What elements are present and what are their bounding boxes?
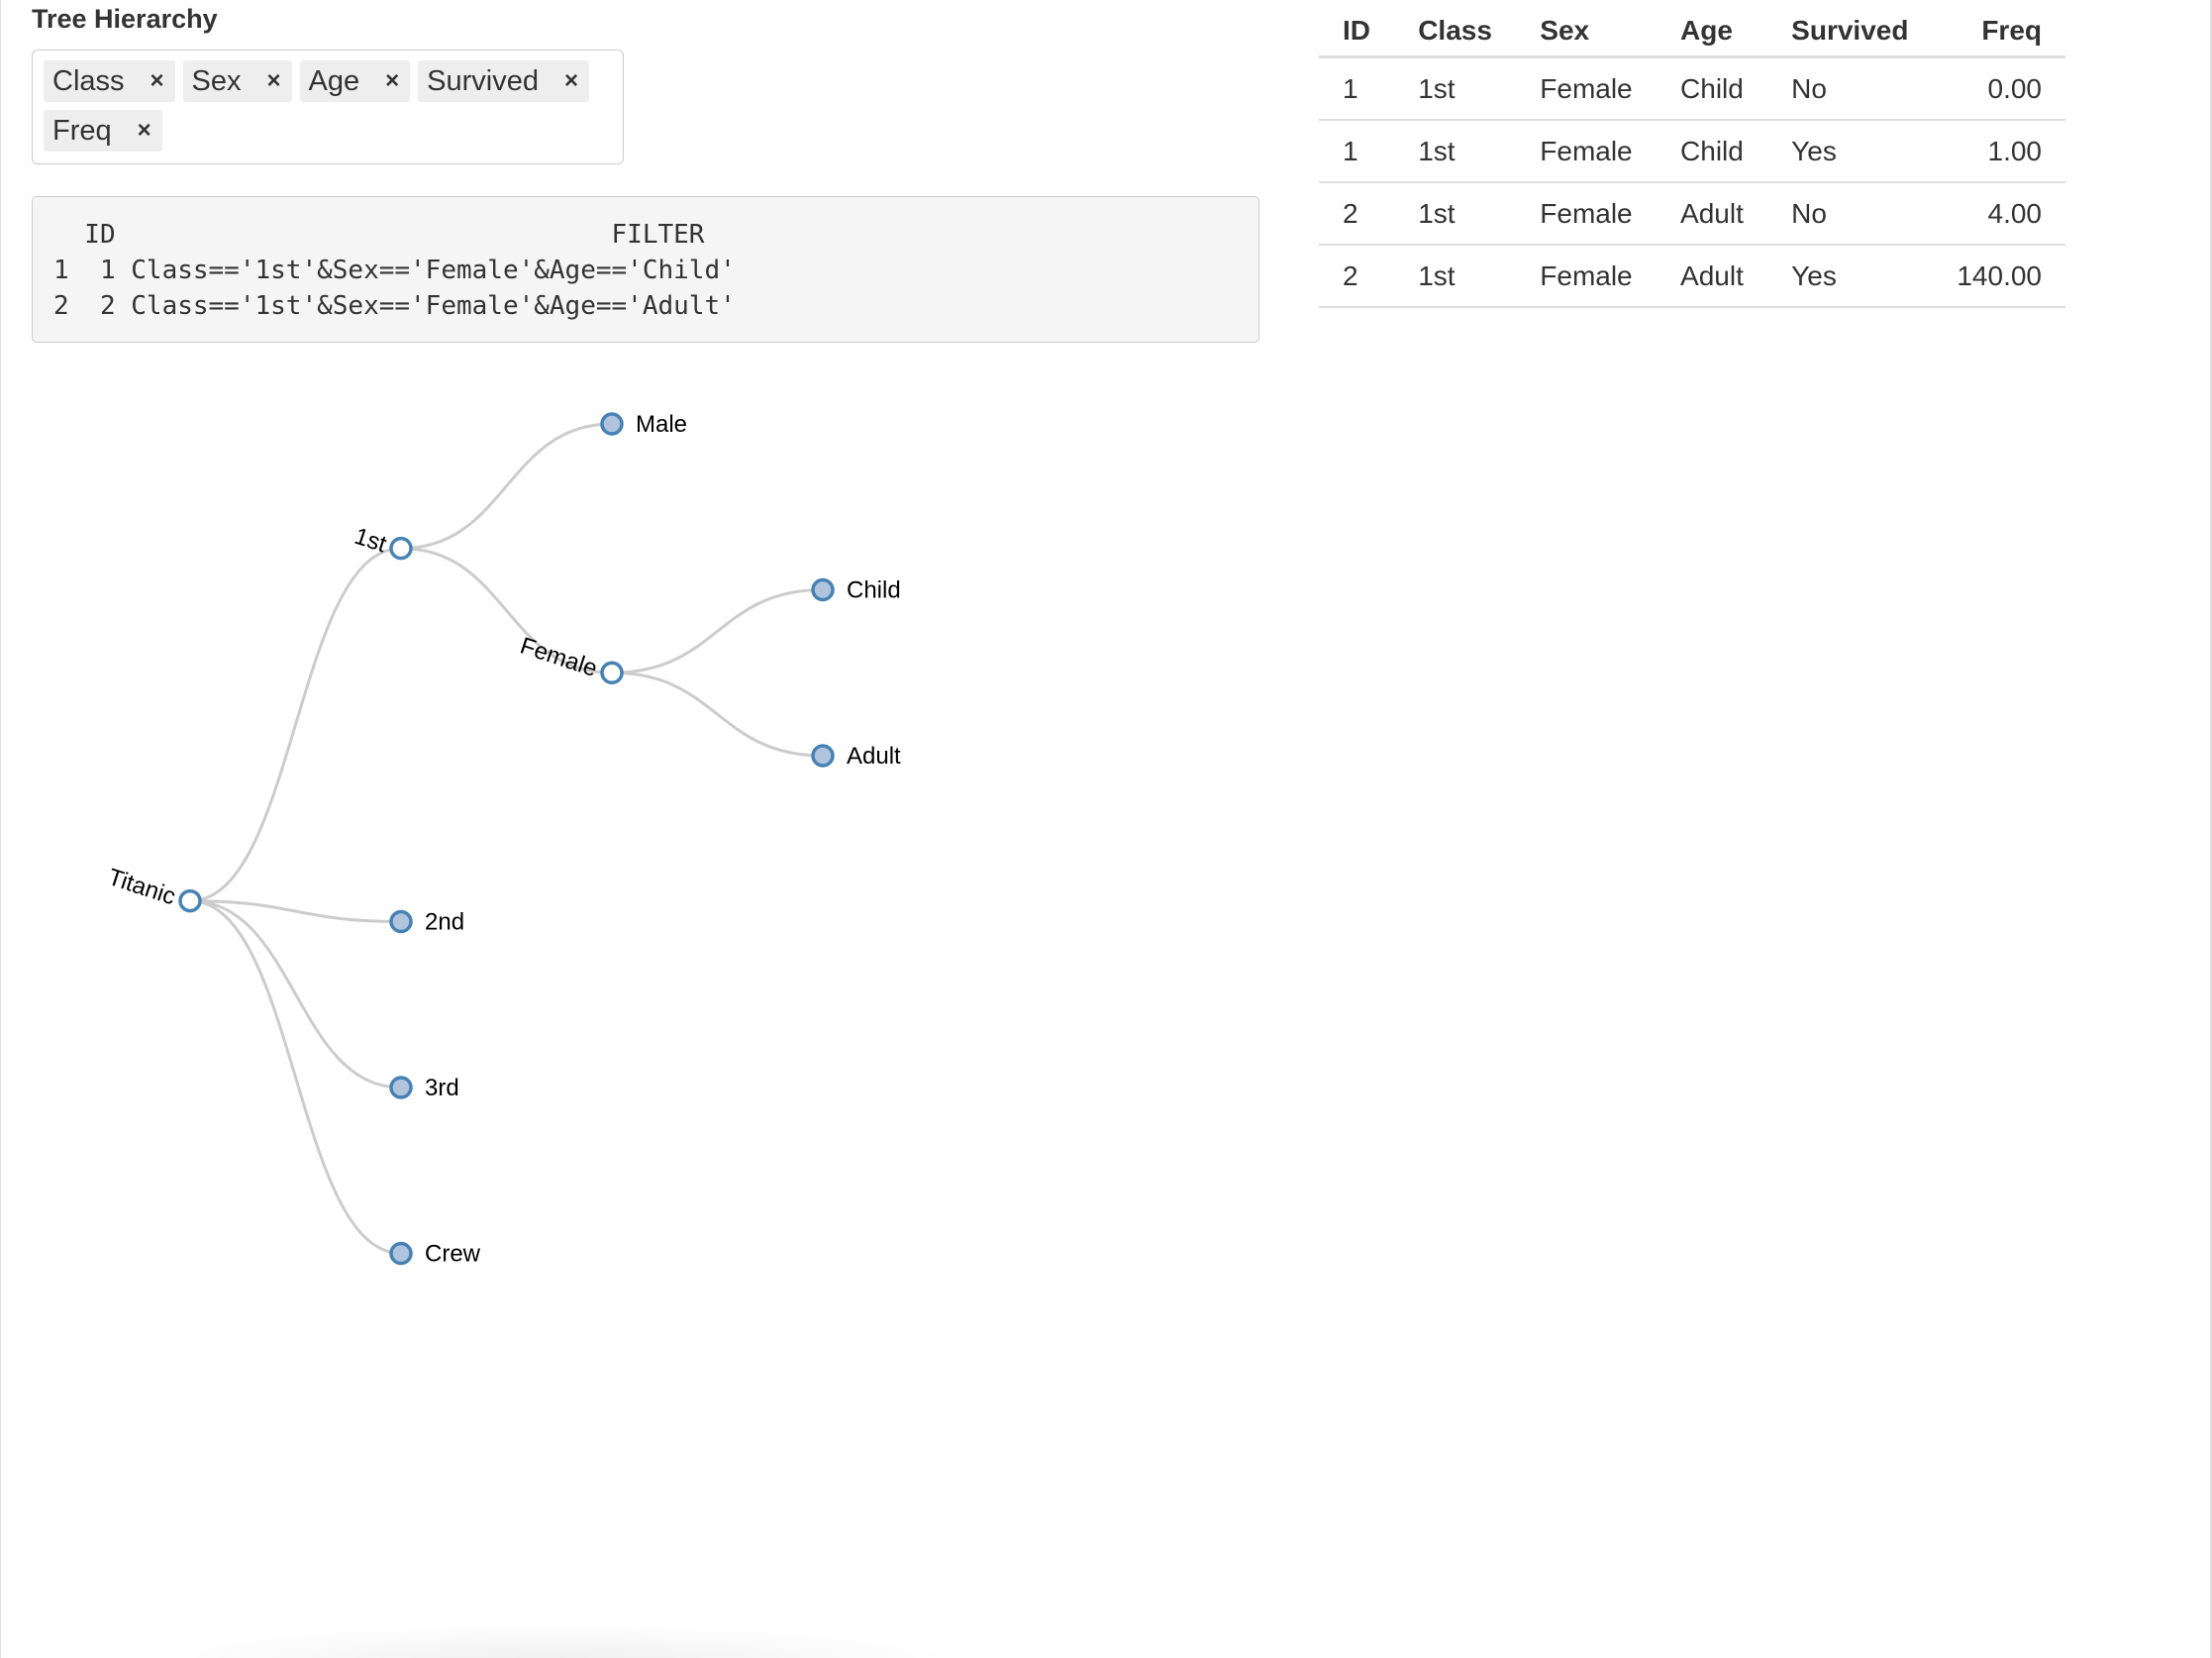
expanded-node-icon[interactable] <box>600 661 624 684</box>
tag-freq[interactable]: Freq × <box>44 110 162 152</box>
table-cell: Female <box>1516 56 1658 121</box>
table-cell: 1.00 <box>1932 120 2065 183</box>
table-cell: Yes <box>1767 245 1933 308</box>
column-header-freq: Freq <box>1932 6 2065 58</box>
tree-node-label: Crew <box>425 1241 481 1268</box>
tree-node-label: Titanic <box>105 864 179 910</box>
filter-output-row: 1 1 Class=='1st'&Sex=='Female'&Age=='Chi… <box>53 256 736 285</box>
table-cell: 1st <box>1394 120 1517 183</box>
tree-link-female <box>400 547 613 674</box>
close-icon[interactable]: × <box>137 117 151 144</box>
tree-node-label: Female <box>517 633 600 682</box>
table-row: 2 1st Female Adult No 4.00 <box>1319 182 2065 246</box>
tree-link-2nd <box>189 899 402 923</box>
tree-node-label: Adult <box>847 743 901 770</box>
table-cell: 1st <box>1394 56 1517 121</box>
table-cell: Female <box>1516 120 1658 183</box>
tag-label: Freq <box>52 114 112 147</box>
tag-label: Age <box>308 64 360 97</box>
window-scrollbar-edge <box>2210 0 2212 1658</box>
tree-link-male <box>400 422 613 551</box>
table-header-row: ID Class Sex Age Survived Freq <box>1319 6 2065 58</box>
panel-title: Tree Hierarchy <box>32 4 218 34</box>
table-cell: Adult <box>1657 182 1768 246</box>
table-cell: No <box>1767 182 1933 246</box>
tag-sex[interactable]: Sex × <box>182 60 292 102</box>
tag-survived[interactable]: Survived × <box>418 60 589 102</box>
bottom-shadow <box>149 1624 960 1658</box>
tree-link-child <box>611 588 824 674</box>
tree-node-female[interactable]: Female <box>517 633 624 684</box>
tree-node-label: 3rd <box>425 1075 459 1101</box>
table-cell: No <box>1767 56 1933 121</box>
tree-node-titanic[interactable]: Titanic <box>105 864 202 913</box>
table-cell: 1 <box>1319 120 1395 183</box>
tree-node-label: Male <box>636 411 687 438</box>
table-cell: 0.00 <box>1932 56 2065 121</box>
collapsed-node-icon[interactable] <box>600 412 624 436</box>
table-row: 1 1st Female Child Yes 1.00 <box>1319 120 2065 183</box>
column-header-sex: Sex <box>1516 6 1658 58</box>
tag-label: Survived <box>427 64 539 97</box>
left-border <box>0 0 1 1658</box>
table-cell: Adult <box>1657 245 1768 308</box>
table-cell: 1st <box>1394 182 1517 246</box>
tree-link-1st <box>189 547 402 903</box>
table-row: 2 1st Female Adult Yes 140.00 <box>1319 245 2065 308</box>
tree-node-adult[interactable]: Adult <box>811 743 901 770</box>
tag-label: Class <box>52 64 125 97</box>
data-table: ID Class Sex Age Survived Freq 1 1st Fem… <box>1319 6 2065 308</box>
close-icon[interactable]: × <box>563 67 578 94</box>
tree-node-2nd[interactable]: 2nd <box>389 909 464 936</box>
table-cell: 1st <box>1394 245 1517 308</box>
tag-label: Sex <box>191 64 242 97</box>
tree-link-3rd <box>189 899 402 1089</box>
tree-diagram: Male Child Adult Female 1st 2nd 3rd Crew Titanic <box>105 411 901 1268</box>
close-icon[interactable]: × <box>266 67 281 94</box>
filter-output: ID FILTER 1 1 Class=='1st'&Sex=='Female'&… <box>32 196 1259 343</box>
table-cell: Female <box>1516 245 1658 308</box>
column-header-age: Age <box>1657 6 1768 58</box>
tree-link-adult <box>611 671 824 758</box>
column-header-class: Class <box>1394 6 1517 58</box>
collapsed-node-icon[interactable] <box>389 1241 413 1266</box>
tree-node-child[interactable]: Child <box>811 577 901 604</box>
expanded-node-icon[interactable] <box>178 888 202 913</box>
collapsed-node-icon[interactable] <box>389 1076 413 1099</box>
table-cell: Yes <box>1767 120 1933 183</box>
tree-node-3rd[interactable]: 3rd <box>389 1075 459 1101</box>
expanded-node-icon[interactable] <box>389 536 413 561</box>
table-row: 1 1st Female Child No 0.00 <box>1319 56 2065 121</box>
column-header-id: ID <box>1319 6 1395 58</box>
table-cell: Child <box>1657 120 1768 183</box>
tree-node-label: 2nd <box>425 909 464 936</box>
filter-output-row: 2 2 Class=='1st'&Sex=='Female'&Age=='Adu… <box>53 291 736 321</box>
tree-node-1st[interactable]: 1st <box>352 523 413 561</box>
table-cell: 1 <box>1319 56 1395 121</box>
table-cell: 2 <box>1319 245 1395 308</box>
table-cell: Female <box>1516 182 1658 246</box>
close-icon[interactable]: × <box>385 67 400 94</box>
table-cell: Child <box>1657 56 1768 121</box>
hierarchy-tag-input[interactable]: Class × Sex × Age × Survived × Freq × <box>32 50 624 164</box>
close-icon[interactable]: × <box>150 67 164 94</box>
collapsed-node-icon[interactable] <box>811 744 835 768</box>
tree-link-crew <box>189 899 402 1255</box>
tree-node-male[interactable]: Male <box>600 411 687 438</box>
tree-node-label: Child <box>847 577 901 604</box>
table-cell: 4.00 <box>1932 182 2065 246</box>
filter-output-header: ID FILTER <box>53 220 705 250</box>
collapsed-node-icon[interactable] <box>811 577 835 602</box>
tag-age[interactable]: Age × <box>299 60 411 102</box>
column-header-survived: Survived <box>1767 6 1933 58</box>
tree-node-crew[interactable]: Crew <box>389 1241 481 1268</box>
table-cell: 2 <box>1319 182 1395 246</box>
collapsed-node-icon[interactable] <box>389 909 413 934</box>
tag-class[interactable]: Class × <box>44 60 175 102</box>
table-cell: 140.00 <box>1932 245 2065 308</box>
